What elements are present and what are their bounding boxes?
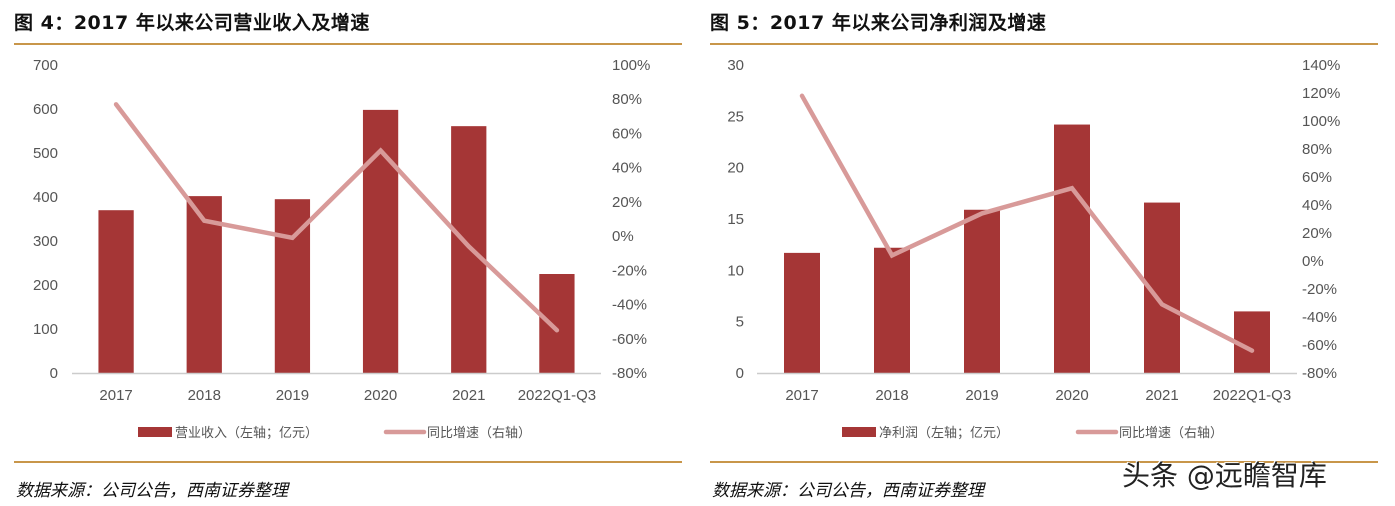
right-axis-tick-label: -60% [1302, 337, 1337, 354]
left-axis-tick-label: 600 [33, 101, 58, 118]
legend: 营业收入（左轴；亿元） 同比增速（右轴） [138, 426, 531, 441]
left-axis-tick-label: 200 [33, 277, 58, 294]
left-axis-tick-label: 30 [727, 57, 744, 74]
right-axis-tick-label: 20% [1302, 225, 1332, 242]
left-axis-tick-label: 300 [33, 233, 58, 250]
growth-rate-line [113, 102, 560, 333]
x-axis-tick-label: 2022Q1-Q3 [518, 387, 596, 404]
x-axis-tick-label: 2019 [965, 387, 998, 404]
figure-4-panel: 图 4：2017 年以来公司营业收入及增速 0 100 200 300 400 500 60… [14, 0, 694, 506]
bar [451, 126, 487, 373]
revenue-chart: 0 100 200 300 400 500 600 700 -80% -60% -40% -20% 0%… [33, 57, 650, 441]
data-source: 数据来源：公司公告，西南证券整理 [712, 481, 984, 501]
right-axis-tick-label: 40% [1302, 197, 1332, 214]
chart-title: 图 5：2017 年以来公司净利润及增速 [710, 12, 1047, 34]
right-axis-tick-label: 40% [612, 160, 642, 177]
right-axis-tick-label: 100% [612, 57, 650, 74]
right-axis-tick-label: 60% [1302, 169, 1332, 186]
right-axis-tick-label: -20% [1302, 281, 1337, 298]
right-axis-tick-label: -60% [612, 331, 647, 348]
x-axis-tick-label: 2017 [785, 387, 818, 404]
right-axis-tick-label: -20% [612, 262, 647, 279]
left-axis-tick-label: 700 [33, 57, 58, 74]
right-axis-tick-label: 0% [1302, 253, 1324, 270]
chart-title: 图 4：2017 年以来公司营业收入及增速 [14, 12, 370, 34]
title-divider [710, 43, 1378, 45]
x-axis-tick-label: 2020 [364, 387, 397, 404]
right-axis-tick-label: 20% [612, 194, 642, 211]
right-axis-tick-label: -40% [1302, 309, 1337, 326]
left-axis-tick-label: 20 [727, 160, 744, 177]
title-divider [14, 43, 682, 45]
growth-rate-line [799, 93, 1255, 353]
data-source: 数据来源：公司公告，西南证券整理 [16, 481, 288, 501]
right-axis-tick-label: 100% [1302, 113, 1340, 130]
x-axis-tick-label: 2022Q1-Q3 [1213, 387, 1291, 404]
legend-bar-label: 营业收入（左轴；亿元） [175, 426, 318, 441]
watermark: 头条 @远瞻智库 [1122, 459, 1327, 492]
x-axis-tick-label: 2018 [875, 387, 908, 404]
left-axis-tick-label: 0 [50, 365, 58, 382]
bar [98, 210, 134, 373]
left-axis-tick-label: 15 [727, 211, 744, 228]
left-axis-tick-label: 400 [33, 189, 58, 206]
x-axis-tick-label: 2019 [276, 387, 309, 404]
right-axis-tick-label: -80% [1302, 365, 1337, 382]
left-axis-tick-label: 10 [727, 262, 744, 279]
bar [1054, 124, 1090, 374]
x-axis-tick-label: 2018 [188, 387, 221, 404]
legend-line-label: 同比增速（右轴） [427, 426, 531, 441]
left-axis-tick-label: 25 [727, 108, 744, 125]
source-divider [14, 461, 682, 463]
bar [539, 274, 575, 373]
legend-bar-label: 净利润（左轴；亿元） [879, 426, 1009, 441]
legend-bar-swatch [842, 427, 876, 437]
x-axis-tick-label: 2020 [1055, 387, 1088, 404]
bar [874, 247, 910, 373]
right-axis-tick-label: 140% [1302, 57, 1340, 74]
left-axis-tick-label: 0 [736, 365, 744, 382]
legend-bar-swatch [138, 427, 172, 437]
bar [186, 196, 222, 373]
right-axis-tick-label: -80% [612, 365, 647, 382]
x-axis-tick-label: 2021 [452, 387, 485, 404]
right-axis-tick-label: 80% [1302, 141, 1332, 158]
right-axis-tick-label: 80% [612, 91, 642, 108]
right-axis-tick-label: 120% [1302, 85, 1340, 102]
left-axis-tick-label: 500 [33, 145, 58, 162]
left-axis-tick-label: 100 [33, 321, 58, 338]
x-axis-tick-label: 2017 [99, 387, 132, 404]
bar [784, 252, 820, 373]
right-axis-tick-label: 0% [612, 228, 634, 245]
left-axis-tick-label: 5 [736, 314, 744, 331]
net-profit-chart: 0 5 10 15 20 25 30 -80% -60% -40% -20% 0% 20% 40% 60% 8… [727, 57, 1340, 441]
figure-5-panel: 图 5：2017 年以来公司净利润及增速 0 5 10 15 20 25 30 -80% -60… [710, 0, 1390, 506]
x-axis-tick-label: 2021 [1145, 387, 1178, 404]
source-divider [710, 461, 1378, 463]
right-axis-tick-label: 60% [612, 125, 642, 142]
legend-line-label: 同比增速（右轴） [1119, 426, 1223, 441]
bar [964, 209, 1000, 373]
right-axis-tick-label: -40% [612, 297, 647, 314]
legend: 净利润（左轴；亿元） 同比增速（右轴） [842, 426, 1223, 441]
